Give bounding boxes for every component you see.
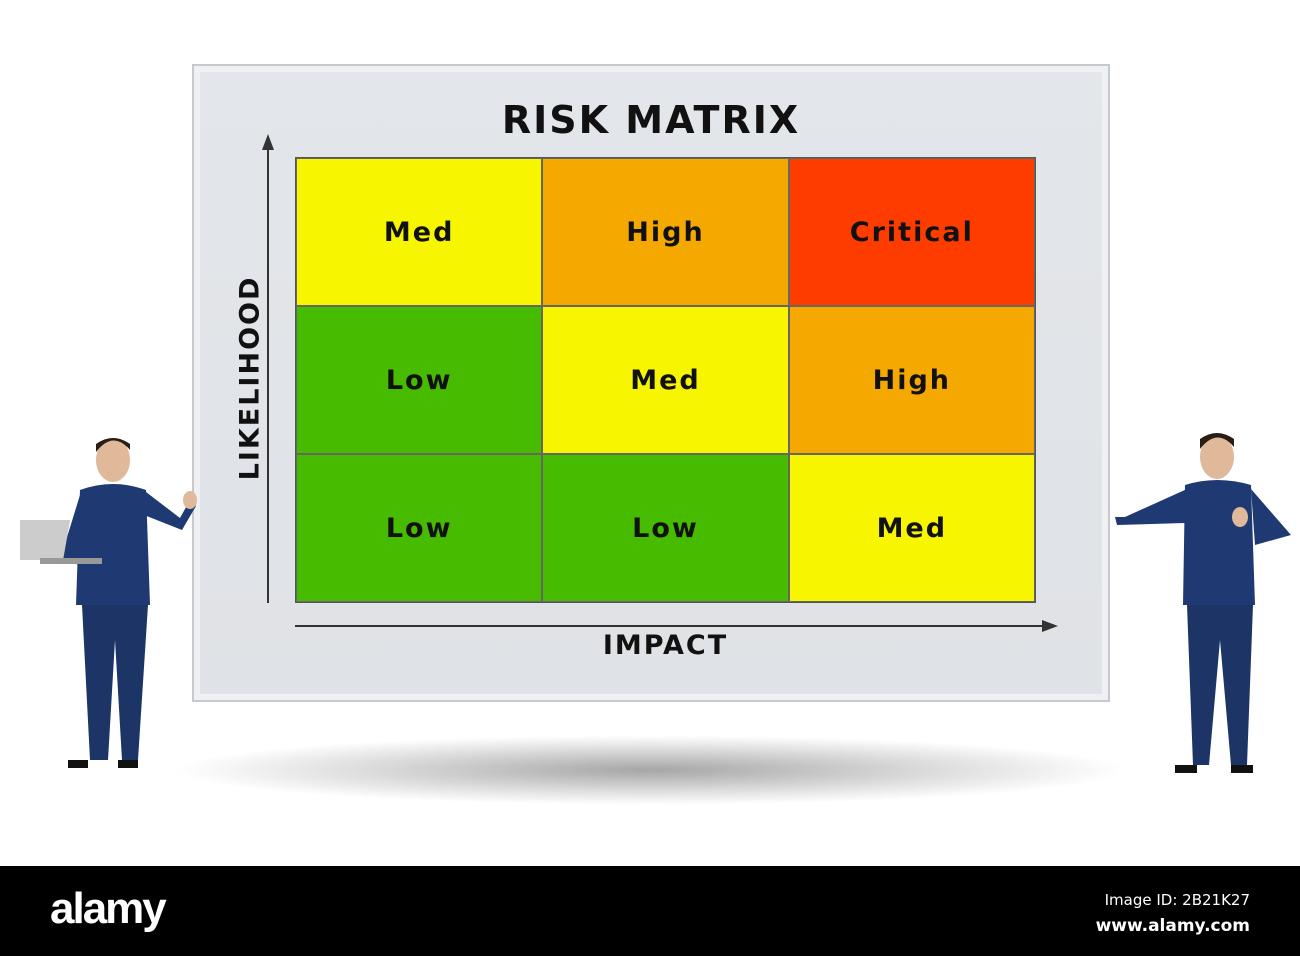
risk-matrix-grid: Med High Critical Low Med High Low Low Med (295, 157, 1036, 603)
x-axis-arrow (295, 620, 1058, 632)
matrix-cell: Med (788, 454, 1035, 602)
matrix-cell: High (788, 306, 1035, 454)
image-id: Image ID: 2B21K27 (1104, 891, 1250, 909)
matrix-cell: Med (296, 158, 543, 306)
alamy-logo: alamy (50, 884, 167, 933)
site-url: www.alamy.com (1095, 916, 1250, 936)
diagram-title: RISK MATRIX (501, 98, 801, 142)
matrix-cell: High (542, 158, 789, 306)
matrix-cell: Critical (788, 158, 1035, 306)
businessman-right-illustration (1115, 433, 1291, 773)
matrix-cell: Med (542, 306, 789, 454)
matrix-cell: Low (542, 454, 789, 602)
businessman-left-illustration (20, 438, 197, 768)
board-shadow (170, 735, 1130, 805)
watermark-footer: alamy Image ID: 2B21K27 www.alamy.com (0, 866, 1300, 956)
axes (262, 134, 1058, 632)
y-axis-label: LIKELIHOOD (234, 275, 266, 481)
y-axis-arrow (262, 134, 274, 603)
x-axis-label: IMPACT (602, 630, 729, 661)
matrix-cell: Low (296, 306, 543, 454)
matrix-cell: Low (296, 454, 543, 602)
